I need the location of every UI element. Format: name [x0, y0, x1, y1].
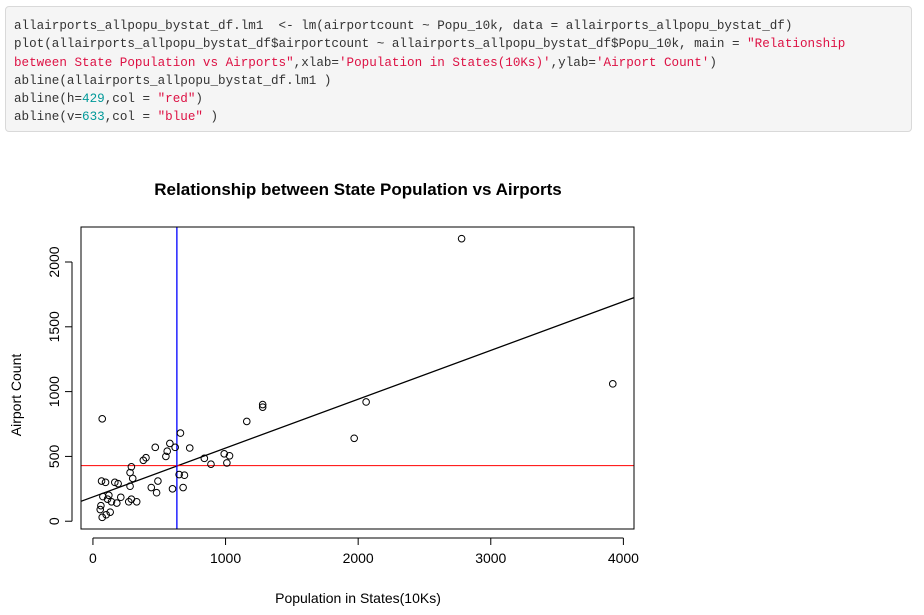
data-point [102, 510, 110, 519]
data-point [152, 488, 161, 497]
x-tick-label: 2000 [343, 550, 374, 566]
code-line: abline(allairports_allpopu_bystat_df.lm1… [14, 74, 331, 88]
data-points [96, 234, 617, 522]
data-point [223, 459, 231, 467]
data-point [132, 497, 141, 506]
data-point [168, 485, 177, 493]
data-point [200, 454, 209, 463]
code-token: abline(v= [14, 110, 83, 125]
regression-line [80, 297, 635, 502]
data-point [101, 478, 110, 487]
data-point [113, 499, 121, 507]
data-point [258, 403, 267, 411]
code-token: plot(allairports_allpopu_bystat_df$airpo… [14, 37, 748, 52]
data-point [97, 501, 105, 510]
code-text: allairports_allpopu_bystat_df.lm1 <- lm(… [6, 7, 911, 127]
data-point [350, 434, 358, 443]
data-point [180, 471, 189, 480]
data-point [185, 444, 194, 452]
code-token: ,xlab= [293, 55, 339, 70]
code-token: "Relationship [747, 37, 846, 52]
code-line: abline(v=633,col = "blue" ) [14, 110, 218, 124]
data-point [97, 477, 106, 485]
code-token: "blue" [157, 110, 203, 125]
data-point [105, 491, 113, 500]
data-point [126, 482, 134, 491]
data-point [139, 456, 148, 465]
code-token: abline(allairports_allpopu_bystat_df.lm1… [14, 73, 332, 88]
data-point [126, 468, 134, 477]
data-point [98, 513, 107, 522]
data-point [103, 495, 112, 503]
data-point [124, 497, 133, 506]
code-token: 'Airport Count' [595, 55, 710, 70]
data-point [242, 417, 251, 426]
code-line: between State Population vs Airports",xl… [14, 56, 717, 70]
data-point [166, 439, 174, 448]
code-line: plot(allairports_allpopu_bystat_df$airpo… [14, 37, 845, 51]
scatter-plot: Relationship between State Population vs… [8, 180, 639, 606]
code-token: 429 [82, 92, 105, 107]
y-tick-label: 0 [46, 517, 62, 525]
x-tick-label: 1000 [210, 550, 241, 566]
code-line: abline(h=429,col = "red") [14, 92, 203, 106]
y-tick-label: 1500 [46, 311, 62, 342]
plot-frame [80, 226, 635, 530]
code-token: ,ylab= [550, 55, 596, 70]
code-token: allairports_allpopu_bystat_df.lm1 <- lm(… [14, 19, 793, 33]
code-token: between State Population vs Airports" [14, 55, 294, 70]
data-point [457, 234, 466, 243]
y-tick-label: 1000 [46, 376, 62, 407]
code-token: ) [709, 55, 717, 70]
data-point [220, 450, 229, 458]
data-point [116, 493, 125, 502]
data-point [171, 443, 179, 452]
code-token: ) [202, 110, 219, 125]
data-point [362, 398, 370, 406]
y-tick-label: 2000 [46, 246, 62, 277]
chart-title: Relationship between State Population vs… [154, 180, 561, 199]
reference-lines [80, 227, 635, 529]
x-axis-label: Population in States(10Ks) [275, 590, 441, 606]
data-point [151, 443, 160, 452]
data-point [163, 447, 171, 456]
axes: 0 1000 2000 3000 4000 0 500 1000 1500 2000 [46, 246, 639, 566]
data-point [207, 460, 215, 468]
code-token: ,col = [104, 92, 158, 107]
code-token: 633 [82, 110, 105, 125]
y-tick-label: 500 [46, 445, 62, 469]
data-point [127, 462, 136, 471]
data-point [179, 483, 187, 492]
code-token: ,col = [104, 110, 158, 125]
x-tick-label: 3000 [475, 550, 506, 566]
data-point [154, 477, 162, 485]
code-token: abline(h= [14, 92, 83, 107]
data-point [175, 470, 183, 479]
data-point [111, 478, 119, 487]
data-point [107, 497, 116, 506]
code-token: ) [195, 92, 203, 107]
data-point [225, 451, 234, 460]
y-axis-label: Airport Count [8, 354, 24, 437]
data-point [147, 483, 156, 492]
code-line: allairports_allpopu_bystat_df.lm1 <- lm(… [14, 19, 792, 33]
code-block: allairports_allpopu_bystat_df.lm1 <- lm(… [5, 6, 912, 132]
data-point [608, 380, 617, 388]
data-point [162, 452, 170, 461]
data-point [98, 415, 107, 423]
data-point [96, 505, 105, 514]
x-tick-label: 0 [89, 550, 97, 566]
data-point [258, 400, 267, 409]
data-point [142, 453, 150, 462]
code-token: "red" [157, 92, 196, 107]
data-point [176, 429, 185, 437]
data-point [114, 479, 122, 488]
code-token: 'Population in States(10Ks)' [339, 55, 551, 70]
x-tick-label: 4000 [608, 550, 639, 566]
data-point [106, 508, 114, 516]
